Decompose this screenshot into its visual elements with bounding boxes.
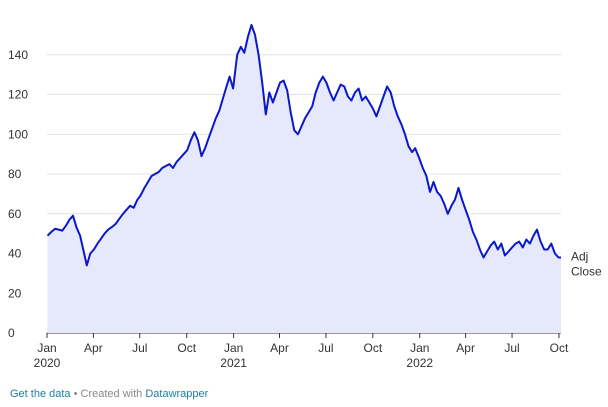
y-tick-label: 140 <box>8 48 28 62</box>
x-tick-label: Apr <box>456 341 475 355</box>
x-tick-year-label: 2020 <box>34 356 61 370</box>
y-tick-label: 60 <box>8 207 22 221</box>
series-line <box>46 23 561 267</box>
x-tick-label: Oct <box>364 341 383 355</box>
get-data-link[interactable]: Get the data <box>10 388 71 400</box>
x-tick-label: Oct <box>177 341 196 355</box>
y-tick-label: 100 <box>8 127 28 141</box>
footer: Get the data • Created with Datawrapper <box>10 388 208 400</box>
y-tick-label: 20 <box>8 286 22 300</box>
x-tick-label: Jan <box>224 341 243 355</box>
y-tick-label: 80 <box>8 167 22 181</box>
series-label: Close <box>571 264 602 278</box>
x-tick-label: Jul <box>132 341 147 355</box>
datawrapper-link[interactable]: Datawrapper <box>145 388 209 400</box>
x-tick-label: Apr <box>270 341 289 355</box>
y-tick-label: 0 <box>8 326 15 340</box>
x-tick-label: Jan <box>410 341 429 355</box>
x-tick-label: Jul <box>504 341 519 355</box>
x-tick-label: Jul <box>318 341 333 355</box>
y-axis: 0 20 40 60 80 100 120 140 <box>8 48 28 340</box>
x-tick-label: Apr <box>84 341 103 355</box>
x-tick-label: Jan <box>37 341 56 355</box>
y-tick-label: 40 <box>8 247 22 261</box>
y-tick-label: 120 <box>8 88 28 102</box>
x-tick-year-label: 2022 <box>406 356 433 370</box>
x-tick-label: Oct <box>550 341 569 355</box>
series-label: Adj <box>571 249 588 263</box>
series-area-fill <box>47 24 561 334</box>
footer-separator: • Created with <box>70 388 146 400</box>
chart-container: 0 20 40 60 80 100 120 140 Jan 2020 Apr Jul Oct Jan 20… <box>8 23 602 370</box>
x-tick-year-label: 2021 <box>220 356 247 370</box>
